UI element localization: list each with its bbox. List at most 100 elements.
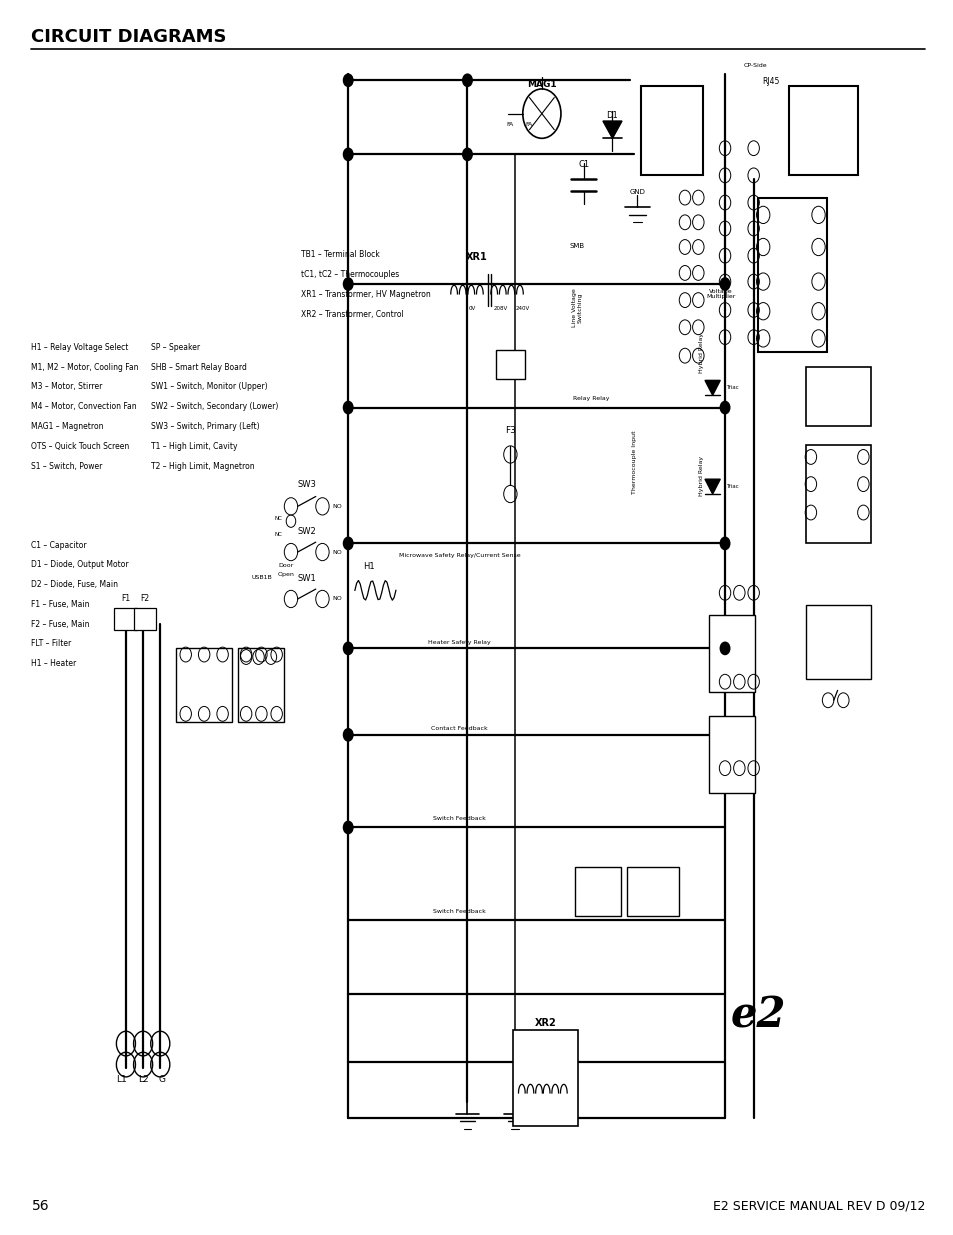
Text: SP – Speaker: SP – Speaker bbox=[151, 343, 199, 352]
Text: S1: S1 bbox=[829, 673, 841, 682]
Bar bbox=[708, 716, 754, 793]
Text: Triac: Triac bbox=[725, 385, 738, 390]
Text: 1: 1 bbox=[244, 655, 248, 659]
Text: K1: K1 bbox=[505, 357, 515, 367]
Text: TB1: TB1 bbox=[253, 677, 269, 687]
Text: Filter
Feedback: Filter Feedback bbox=[639, 884, 666, 894]
Text: 3: 3 bbox=[269, 655, 273, 659]
Text: RJ45: RJ45 bbox=[761, 78, 779, 86]
Text: SMB: SMB bbox=[569, 243, 584, 249]
Text: OTS: OTS bbox=[810, 117, 835, 127]
Polygon shape bbox=[602, 121, 621, 138]
Text: USB3: USB3 bbox=[788, 119, 805, 124]
Text: SBC: SBC bbox=[591, 887, 604, 892]
Text: 5: 5 bbox=[760, 336, 764, 341]
Text: NC: NC bbox=[274, 532, 282, 537]
Bar bbox=[758, 198, 826, 352]
Bar bbox=[575, 867, 620, 916]
Bar bbox=[176, 648, 232, 722]
Bar bbox=[513, 1030, 578, 1126]
Bar bbox=[640, 86, 702, 175]
Circle shape bbox=[720, 401, 729, 414]
Text: MAG1: MAG1 bbox=[526, 80, 557, 89]
Text: 2: 2 bbox=[760, 245, 764, 249]
Text: NO: NO bbox=[332, 550, 341, 555]
Circle shape bbox=[343, 642, 353, 655]
Text: 3: 3 bbox=[760, 279, 764, 284]
Circle shape bbox=[343, 401, 353, 414]
Text: e2: e2 bbox=[730, 994, 785, 1036]
Text: Thermocouple Input: Thermocouple Input bbox=[631, 430, 637, 494]
Bar bbox=[708, 615, 754, 692]
Text: Line Voltage
Switching: Line Voltage Switching bbox=[571, 289, 582, 327]
Polygon shape bbox=[704, 380, 720, 395]
Text: SW1: SW1 bbox=[297, 574, 316, 583]
Text: C1 – Capacitor: C1 – Capacitor bbox=[31, 541, 87, 550]
Text: 2: 2 bbox=[256, 655, 260, 659]
Bar bbox=[788, 86, 857, 175]
Text: SW1 – Switch, Monitor (Upper): SW1 – Switch, Monitor (Upper) bbox=[151, 383, 267, 391]
Circle shape bbox=[343, 74, 353, 86]
Text: L2: L2 bbox=[137, 1076, 149, 1084]
Text: F2: F2 bbox=[140, 594, 150, 603]
Text: M3 – Motor, Stirrer: M3 – Motor, Stirrer bbox=[31, 383, 103, 391]
Text: H1 – Relay Voltage Select: H1 – Relay Voltage Select bbox=[31, 343, 129, 352]
Text: GND: GND bbox=[629, 189, 644, 195]
Text: 208V: 208V bbox=[494, 306, 507, 311]
Text: T1ac: T1ac bbox=[829, 393, 846, 398]
Text: Hybrid Relay: Hybrid Relay bbox=[698, 333, 703, 373]
Text: NO: NO bbox=[332, 597, 341, 601]
Text: F2: F2 bbox=[833, 635, 842, 645]
Text: FLT – Filter: FLT – Filter bbox=[31, 640, 71, 648]
Text: D2 – Diode, Fuse, Main: D2 – Diode, Fuse, Main bbox=[31, 580, 118, 589]
Text: XR2 – Transformer, Control: XR2 – Transformer, Control bbox=[300, 310, 403, 319]
Text: M4 – Motor, Convection Fan: M4 – Motor, Convection Fan bbox=[31, 403, 137, 411]
Text: Heater Safety Relay: Heater Safety Relay bbox=[428, 640, 491, 645]
Text: Aux Safety
Relay: Aux Safety Relay bbox=[714, 748, 748, 758]
Circle shape bbox=[720, 278, 729, 290]
Text: USB1B: USB1B bbox=[252, 576, 273, 580]
Text: MAG1 – Magnetron: MAG1 – Magnetron bbox=[31, 422, 104, 431]
Text: F3: F3 bbox=[504, 426, 516, 435]
Text: FA: FA bbox=[525, 122, 533, 127]
Circle shape bbox=[462, 148, 472, 161]
Text: CTRL1: CTRL1 bbox=[775, 256, 809, 266]
Text: Voltage
Multiplier: Voltage Multiplier bbox=[706, 289, 735, 299]
Text: 2: 2 bbox=[809, 482, 811, 487]
Bar bbox=[496, 350, 524, 379]
Text: FLT1: FLT1 bbox=[195, 677, 213, 687]
Text: E2 SERVICE MANUAL REV D 09/12: E2 SERVICE MANUAL REV D 09/12 bbox=[712, 1199, 924, 1213]
Text: CIRCUIT DIAGRAMS: CIRCUIT DIAGRAMS bbox=[31, 27, 227, 46]
Text: M1, M2 – Motor, Cooling Fan: M1, M2 – Motor, Cooling Fan bbox=[31, 363, 139, 372]
Text: Hybrid Relay: Hybrid Relay bbox=[698, 457, 703, 496]
Text: Switch Feedback: Switch Feedback bbox=[433, 909, 486, 914]
Circle shape bbox=[720, 642, 729, 655]
Text: F1: F1 bbox=[121, 594, 131, 603]
Text: F2 – Fuse, Main: F2 – Fuse, Main bbox=[31, 620, 90, 629]
Circle shape bbox=[343, 537, 353, 550]
Text: 1: 1 bbox=[809, 454, 811, 459]
Circle shape bbox=[343, 729, 353, 741]
Bar bbox=[805, 605, 870, 679]
Text: XR1: XR1 bbox=[466, 252, 487, 262]
Text: T2: T2 bbox=[832, 483, 843, 493]
Text: C1: C1 bbox=[578, 161, 589, 169]
Text: H1: H1 bbox=[363, 562, 375, 571]
Text: SP: SP bbox=[848, 158, 858, 167]
Text: FA: FA bbox=[506, 122, 514, 127]
Text: 4: 4 bbox=[760, 309, 764, 314]
Text: NO: NO bbox=[332, 504, 341, 509]
Polygon shape bbox=[704, 479, 720, 494]
Text: 240V: 240V bbox=[516, 306, 529, 311]
Text: 0V: 0V bbox=[468, 306, 476, 311]
Text: G: G bbox=[158, 1076, 166, 1084]
Text: TB1 – Terminal Block: TB1 – Terminal Block bbox=[300, 251, 379, 259]
Text: SRB: SRB bbox=[659, 117, 684, 127]
Text: 3: 3 bbox=[809, 510, 811, 515]
Text: OTS – Quick Touch Screen: OTS – Quick Touch Screen bbox=[31, 442, 130, 451]
Text: D1: D1 bbox=[606, 111, 618, 120]
Text: SW3 – Switch, Primary (Left): SW3 – Switch, Primary (Left) bbox=[151, 422, 259, 431]
Circle shape bbox=[343, 821, 353, 834]
Text: SW3: SW3 bbox=[297, 480, 316, 489]
Bar bbox=[805, 445, 870, 543]
